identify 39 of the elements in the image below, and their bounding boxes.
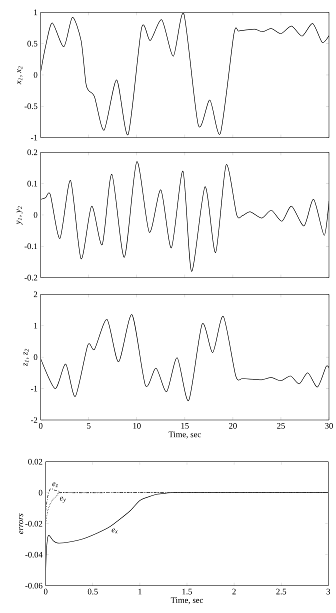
y-axis-title: x$_{1}$, x$_{2}$ — [17, 66, 22, 84]
y-tick-label: 0 — [38, 490, 42, 496]
y-tick-label: -0.02 — [25, 520, 42, 527]
y-tick-label: 0.2 — [27, 149, 38, 156]
y-tick-label: -0.2 — [24, 274, 38, 280]
x-tick-label: 30 — [325, 423, 333, 429]
x-tick-label: 10 — [133, 423, 141, 429]
y-tick-label: 1 — [34, 10, 38, 16]
x-tick-label: 2.5 — [276, 588, 286, 594]
x-tick-label: 1.5 — [182, 588, 192, 594]
y-tick-label: 0 — [34, 212, 38, 218]
y-tick-label: 1 — [34, 322, 38, 329]
y-axis-title: errors — [19, 514, 24, 534]
x-axis-title: Time, sec — [170, 597, 204, 604]
y-axis-title: z$_{1}$, z$_{2}$ — [24, 348, 29, 366]
x-tick-label: 2 — [232, 588, 236, 594]
y-tick-label: -2 — [30, 417, 38, 423]
y-tick-label: -0.06 — [25, 582, 42, 589]
y-tick-label: -0.5 — [24, 103, 38, 110]
y-tick-label: -0.04 — [25, 552, 43, 558]
x-tick-label: 15 — [181, 423, 189, 429]
y-tick-label: 0.5 — [27, 40, 38, 47]
y-tick-label: 0.1 — [27, 180, 38, 187]
y-tick-label: 2 — [34, 292, 38, 298]
x-tick-label: 0 — [44, 588, 48, 594]
x-tick-label: 25 — [277, 423, 285, 429]
y-tick-label: 0 — [34, 72, 38, 78]
y-tick-label: 0.02 — [28, 458, 42, 465]
x-tick-label: 3 — [326, 588, 330, 594]
x-tick-label: 5 — [87, 423, 91, 429]
x-tick-label: 1 — [138, 588, 142, 594]
y-axis-title: y$_{1}$, y$_{2}$ — [16, 206, 22, 225]
x-axis-title: Time, sec — [168, 432, 201, 438]
y-tick-label: 0 — [34, 354, 38, 360]
y-tick-label: -1 — [30, 134, 38, 140]
y-tick-label: -1 — [30, 386, 38, 392]
x-tick-label: 0.5 — [88, 588, 98, 594]
x-tick-label: 20 — [229, 423, 237, 429]
y-tick-label: -0.1 — [24, 243, 38, 250]
